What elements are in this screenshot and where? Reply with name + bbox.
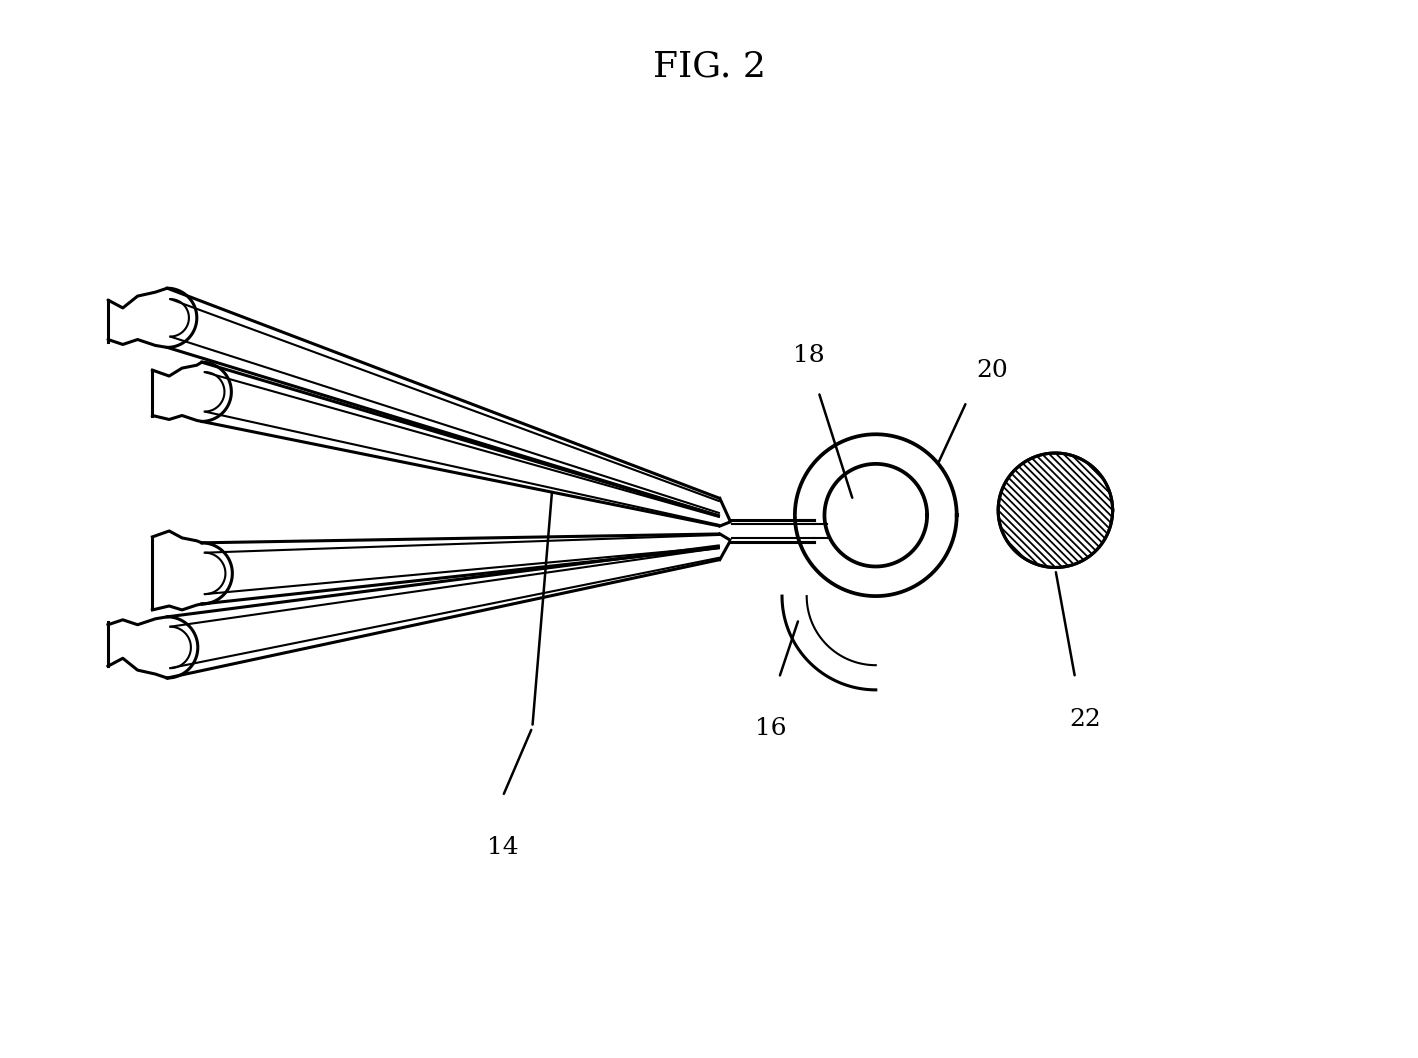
Text: 20: 20 xyxy=(977,359,1008,382)
Circle shape xyxy=(998,453,1113,567)
Text: 14: 14 xyxy=(486,836,519,859)
Text: FIG. 2: FIG. 2 xyxy=(652,49,766,84)
Text: 22: 22 xyxy=(1069,708,1100,731)
Text: 16: 16 xyxy=(756,717,787,741)
Text: 18: 18 xyxy=(793,344,824,367)
